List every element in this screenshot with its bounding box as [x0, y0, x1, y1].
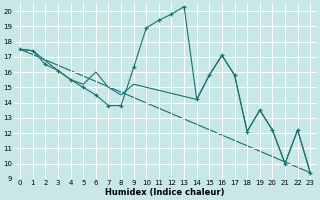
- X-axis label: Humidex (Indice chaleur): Humidex (Indice chaleur): [106, 188, 225, 197]
